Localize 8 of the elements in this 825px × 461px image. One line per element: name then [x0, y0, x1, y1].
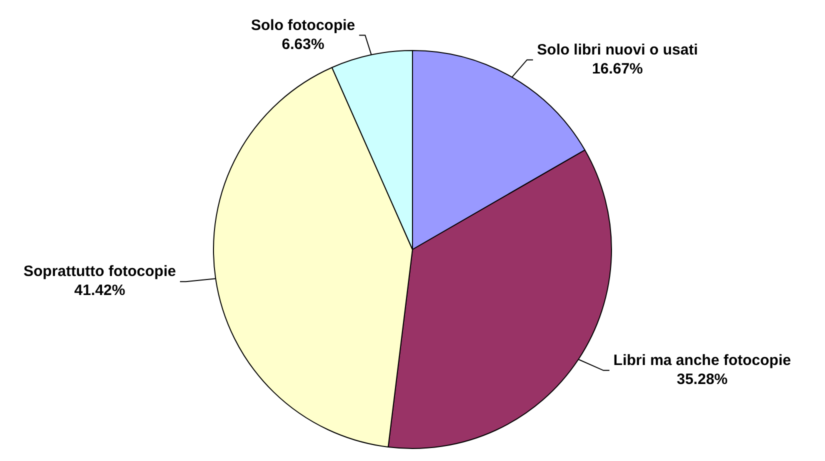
data-label: 6.63% — [282, 36, 324, 53]
slice-label: Solo fotocopie — [250, 16, 356, 34]
slice-label: Libri ma anche fotocopie — [613, 352, 791, 370]
data-label: 16.67% — [592, 60, 643, 78]
slice-label: Solo libri nuovi o usati — [537, 41, 698, 58]
data-label: 35.28% — [676, 371, 728, 388]
data-label: 41.42% — [74, 282, 126, 300]
slice-label: Soprattutto fotocopie — [23, 263, 176, 280]
